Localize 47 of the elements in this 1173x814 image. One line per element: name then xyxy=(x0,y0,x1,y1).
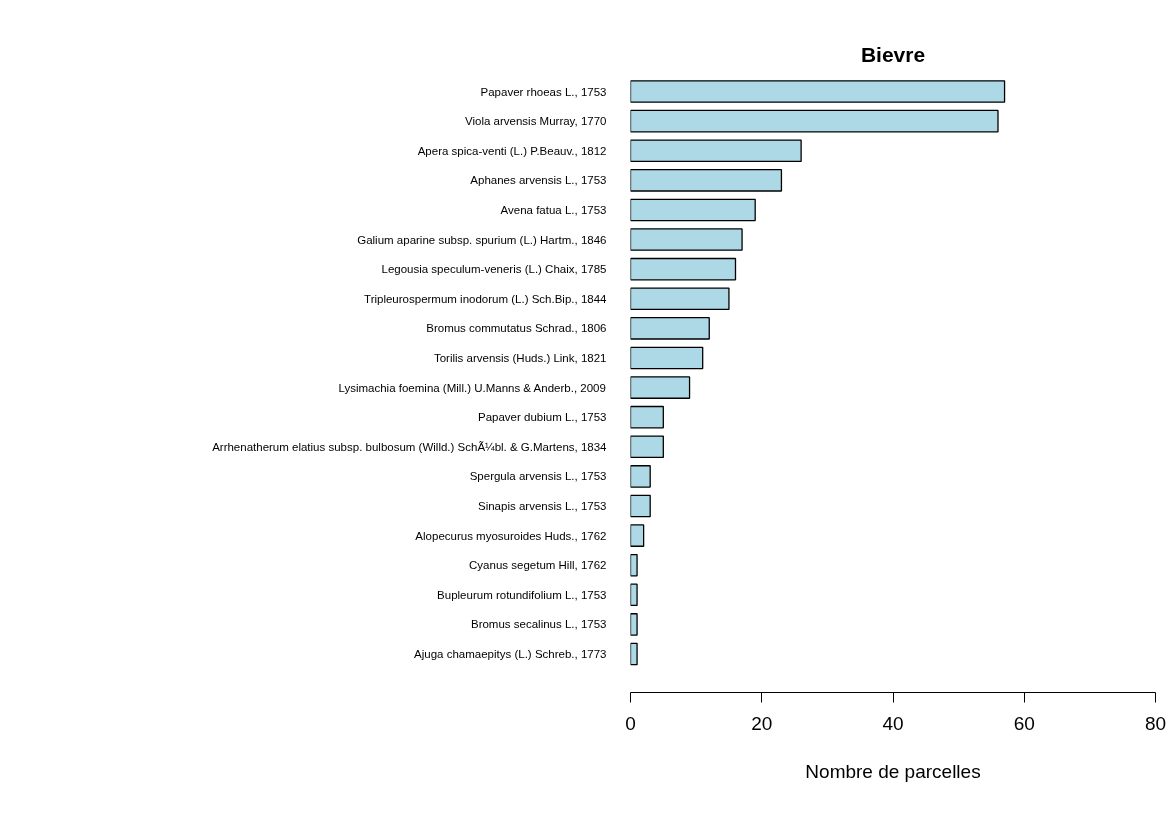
chart-title: Bievre xyxy=(860,42,926,66)
bar xyxy=(630,228,743,251)
bar xyxy=(630,80,1006,103)
bar xyxy=(630,583,638,607)
bar xyxy=(630,465,651,488)
x-tick-label: 0 xyxy=(625,712,636,734)
y-tick-label: Torilis arvensis (Huds.) Link, 1821 xyxy=(433,351,607,364)
y-tick-label: Ajuga chamaepitys (L.) Schreb., 1773 xyxy=(414,648,607,661)
y-tick-label: Lysimachia foemina (Mill.) U.Manns & Anderb., 2009 xyxy=(338,381,606,394)
bar xyxy=(630,405,664,429)
bar xyxy=(630,317,710,340)
y-tick-label: Bromus commutatus Schrad., 1806 xyxy=(426,322,607,335)
bar xyxy=(630,553,638,577)
bar xyxy=(630,613,638,636)
y-tick-label: Alopecurus myosuroides Huds., 1762 xyxy=(415,529,607,542)
y-tick-label: Arrhenatherum elatius subsp. bulbosum (Willd.) SchÃ¼bl. & G.Martens, 1834 xyxy=(212,440,608,453)
y-tick-label: Viola arvensis Murray, 1770 xyxy=(465,115,607,128)
y-tick-label: Sinapis arvensis L., 1753 xyxy=(478,499,607,512)
x-tick-label: 40 xyxy=(882,712,904,734)
y-tick-label: Spergula arvensis L., 1753 xyxy=(469,470,607,483)
y-tick-label: Tripleurospermum inodorum (L.) Sch.Bip., 1844 xyxy=(364,292,608,305)
bar xyxy=(630,257,737,281)
y-tick-label: Avena fatua L., 1753 xyxy=(500,203,607,216)
x-tick-label: 60 xyxy=(1013,712,1035,734)
bar xyxy=(630,139,802,163)
y-tick-label: Apera spica-venti (L.) P.Beauv., 1812 xyxy=(417,144,607,157)
bar xyxy=(630,494,651,518)
y-tick-label: Bupleurum rotundifolium L., 1753 xyxy=(437,588,607,601)
y-tick-label: Aphanes arvensis L., 1753 xyxy=(470,174,607,187)
bar xyxy=(630,287,730,311)
bar xyxy=(630,376,691,399)
bar xyxy=(630,524,645,547)
bar xyxy=(630,642,638,666)
bar xyxy=(630,109,999,133)
y-tick-label: Bromus secalinus L., 1753 xyxy=(470,618,607,631)
x-tick-label: 80 xyxy=(1144,712,1167,734)
y-tick-label: Cyanus segetum Hill, 1762 xyxy=(469,559,607,572)
bar xyxy=(630,198,756,222)
y-tick-label: Papaver dubium L., 1753 xyxy=(478,411,607,424)
bar xyxy=(630,346,704,370)
x-tick-label: 20 xyxy=(751,712,773,734)
y-tick-label: Papaver rhoeas L., 1753 xyxy=(480,85,607,98)
bar xyxy=(630,435,664,459)
y-tick-label: Legousia speculum-veneris (L.) Chaix, 1785 xyxy=(381,263,607,276)
bar xyxy=(630,169,783,192)
y-tick-label: Galium aparine subsp. spurium (L.) Hartm., 1846 xyxy=(357,233,607,246)
x-axis-title: Nombre de parcelles xyxy=(805,760,981,782)
